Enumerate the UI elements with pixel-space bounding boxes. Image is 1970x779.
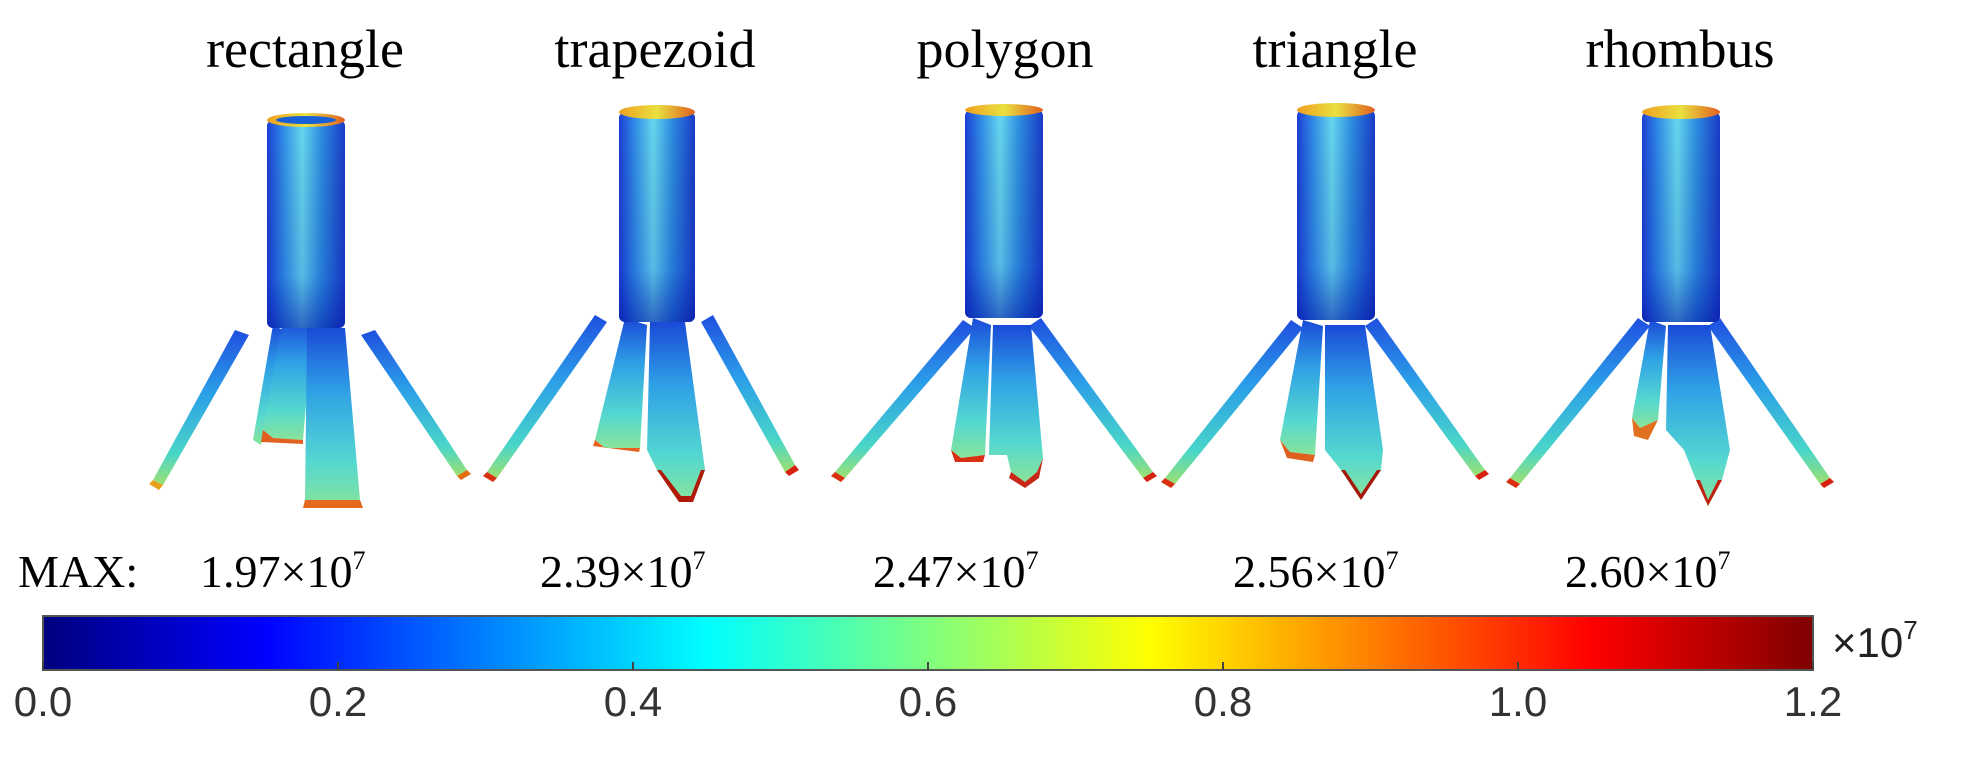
- stent-model-triangle: [1161, 103, 1489, 500]
- max-value-polygon: 2.47×107: [873, 546, 1039, 597]
- label-polygon: polygon: [916, 19, 1094, 79]
- label-rectangle: rectangle: [206, 19, 404, 79]
- max-value-rhombus: 2.60×107: [1565, 546, 1731, 597]
- max-value-triangle: 2.56×107: [1233, 546, 1399, 597]
- stent-model-trapezoid: [483, 105, 799, 502]
- colorbar-tick: 1.0: [1488, 678, 1548, 725]
- label-trapezoid: trapezoid: [554, 19, 756, 79]
- max-value-trapezoid: 2.39×107: [540, 546, 706, 597]
- max-prefix: MAX:: [18, 546, 139, 597]
- stent-model-polygon: [831, 104, 1157, 488]
- colorbar-tick: 0.6: [898, 678, 958, 725]
- colorbar-tick: 1.2: [1783, 678, 1843, 725]
- label-rhombus: rhombus: [1585, 19, 1775, 79]
- stent-model-rectangle: [149, 113, 471, 508]
- colorbar-unit: ×107: [1832, 615, 1918, 666]
- colorbar-tick: 0.8: [1193, 678, 1253, 725]
- colorbar-tick: 0.0: [13, 678, 73, 725]
- colorbar: [42, 615, 1814, 671]
- label-triangle: triangle: [1252, 19, 1418, 79]
- max-value-rectangle: 1.97×107: [200, 546, 366, 597]
- colorbar-tick: 0.4: [603, 678, 663, 725]
- stent-model-rhombus: [1506, 105, 1834, 506]
- colorbar-tick: 0.2: [308, 678, 368, 725]
